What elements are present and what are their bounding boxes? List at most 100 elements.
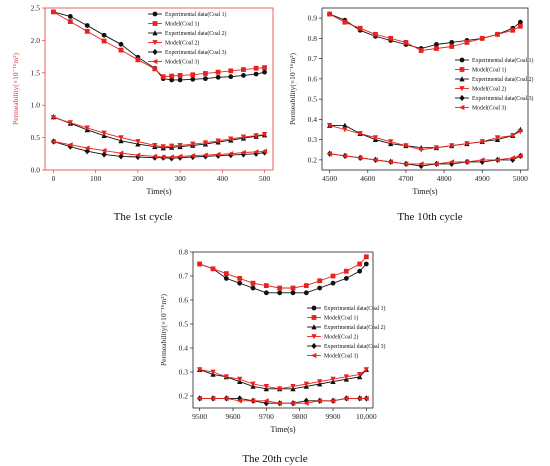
series-4 [326,123,524,153]
series-3 [326,122,524,151]
point-triangle-down [237,376,243,383]
point-circle [277,290,283,296]
x-tick-label: 10,000 [356,412,377,421]
x-axis-label: Time(s) [412,187,437,196]
point-triangle-down [449,143,455,149]
point-triangle-down [403,143,409,149]
x-tick-label: 9800 [292,412,307,421]
point-triangle-down [228,136,234,142]
point-left-triangle [236,398,243,404]
point-left-triangle [311,352,317,359]
y-axis-label: Permeability(×10⁻¹⁶m²) [11,53,20,125]
point-left-triangle [168,154,175,160]
x-tick-label: 300 [174,174,186,183]
point-triangle-down [84,125,90,131]
point-square [459,67,465,72]
series-2 [197,254,369,291]
point-diamond [152,48,158,56]
point-left-triangle [101,147,107,154]
point-triangle-down [263,384,269,390]
point-square [479,35,485,41]
legend-entry: Experimental data(Coal 3) [324,343,386,350]
x-tick-label: 200 [132,174,144,183]
plot-frame [192,251,374,409]
series-1 [327,11,523,51]
legend-entry: Model(Coal 1) [472,67,506,74]
y-tick-label: 2.0 [31,36,41,45]
point-square [197,261,203,267]
point-square [263,283,269,288]
point-square [434,46,439,51]
point-square [418,48,424,53]
legend: Experimental data(Coal 1) Model(Coal 1) Ex… [455,57,534,112]
y-tick-label: 0.5 [31,133,41,142]
point-square [101,38,107,44]
point-square [203,71,208,76]
point-triangle-down [152,142,158,149]
legend-entry: Experimental data(Coal 1) [324,305,386,312]
series-3 [50,113,268,151]
x-axis-label: Time(s) [146,187,171,196]
legend-entry: Model(Coal 1) [324,315,358,322]
plot-frame [44,7,274,171]
point-triangle-down [357,372,363,378]
y-tick-label: 1.5 [31,68,41,77]
series-2 [51,9,267,80]
point-diamond [459,94,465,102]
point-square [317,278,323,284]
point-circle [101,32,107,38]
x-tick-label: 4900 [475,174,490,183]
point-left-triangle [494,157,500,163]
point-circle [203,76,208,82]
point-left-triangle [250,398,256,404]
point-triangle-down [357,131,363,137]
point-left-triangle [363,395,369,402]
point-triangle-down [240,134,247,140]
point-triangle-down [342,127,348,133]
legend-entry: Experimental data(Coal 1) [165,11,227,18]
point-circle [517,19,523,25]
series-6 [50,138,267,160]
point-square [210,266,216,272]
point-left-triangle [177,153,183,160]
point-square [363,254,369,260]
point-circle [357,268,363,274]
point-circle [228,74,234,80]
y-tick-label: 0.7 [179,272,189,281]
y-tick-label: 0.6 [308,74,318,83]
point-square [388,35,394,41]
y-tick-label: 0.3 [179,368,189,377]
panel-caption: The 20th cycle [242,453,307,465]
point-left-triangle [479,157,485,163]
x-tick-label: 100 [90,174,102,183]
point-triangle-down [197,367,203,373]
point-left-triangle [326,151,333,157]
point-square [152,66,158,72]
legend-entry: Model(Coal 2) [165,40,199,47]
point-left-triangle [356,395,363,402]
point-triangle-down [152,40,158,46]
point-left-triangle [240,149,246,156]
point-left-triangle [84,145,90,151]
y-tick-label: 0.4 [179,344,189,353]
x-tick-label: 4700 [398,174,413,183]
series-4 [197,367,369,392]
point-square [449,44,455,49]
point-circle [223,276,229,281]
point-triangle-down [215,138,221,144]
point-triangle-down [169,143,175,149]
point-circle [190,76,196,82]
legend-entry: Experimental data(Coal 3) [472,95,534,102]
series-2 [327,11,523,53]
point-left-triangle [357,155,363,161]
x-tick-label: 4800 [437,174,452,183]
point-left-triangle [210,395,216,402]
point-triangle-down [277,386,283,392]
y-tick-label: 0.0 [31,166,41,175]
series-4 [50,115,268,150]
x-tick-label: 5000 [513,174,528,183]
legend: Experimental data(Coal 1) Model(Coal 1) Ex… [148,11,227,66]
point-left-triangle [151,153,158,160]
series-line [329,124,521,149]
